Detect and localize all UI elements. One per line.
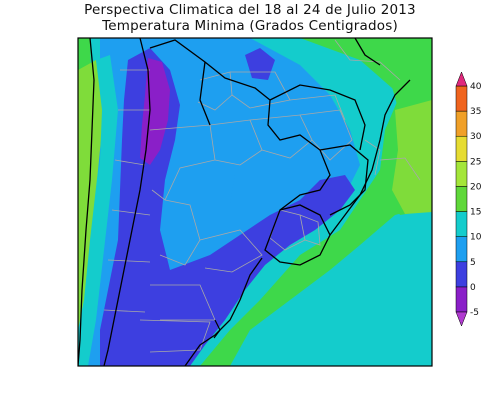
west-coast-cyan: [82, 55, 118, 366]
colorbar-under-triangle: [455, 311, 468, 327]
title-block: Perspectiva Climatica del 18 al 24 de Ju…: [0, 2, 500, 34]
colorbar-segment: [455, 135, 468, 162]
colorbar-label: 40: [470, 82, 482, 92]
colorbar-segment: [455, 161, 468, 187]
colorbar-label: 0: [470, 283, 476, 293]
colorbar-label: 25: [470, 157, 481, 167]
colorbar-segment: [455, 261, 468, 288]
map-area: [78, 38, 432, 366]
country-boundaries: [78, 38, 411, 366]
west-coast-lightgreen: [78, 60, 104, 330]
colorbar-segment: [455, 286, 468, 313]
title-line-1: Perspectiva Climatica del 18 al 24 de Ju…: [84, 2, 416, 18]
colorbar-segment: [455, 85, 468, 112]
southeast-ocean-cyan: [230, 205, 432, 366]
colorbar-label: 10: [470, 233, 482, 243]
colorbar-segment: [455, 110, 468, 137]
colorbar-over-triangle: [455, 71, 468, 87]
colorbar-label: 5: [470, 258, 476, 268]
colorbar-label: 15: [470, 208, 481, 218]
east-lightgreen-region: [392, 100, 432, 214]
title-line-2: Temperatura Minima (Grados Centigrados): [102, 18, 398, 34]
colorbar-segment: [455, 186, 468, 212]
map-frame: [77, 37, 433, 367]
colorbar-label: 20: [470, 182, 482, 192]
colorbar-label: 35: [470, 107, 481, 117]
colorbar-segment: [455, 211, 468, 237]
colorbar-label: -5: [470, 308, 479, 318]
land-lightblue-patch: [182, 160, 235, 230]
colorbar: -5 0 5 10 15 20 25 30 35 40: [455, 71, 482, 327]
island-mark: [213, 319, 221, 339]
colorbar-segment: [455, 236, 468, 263]
colorbar-label: 30: [470, 132, 482, 142]
